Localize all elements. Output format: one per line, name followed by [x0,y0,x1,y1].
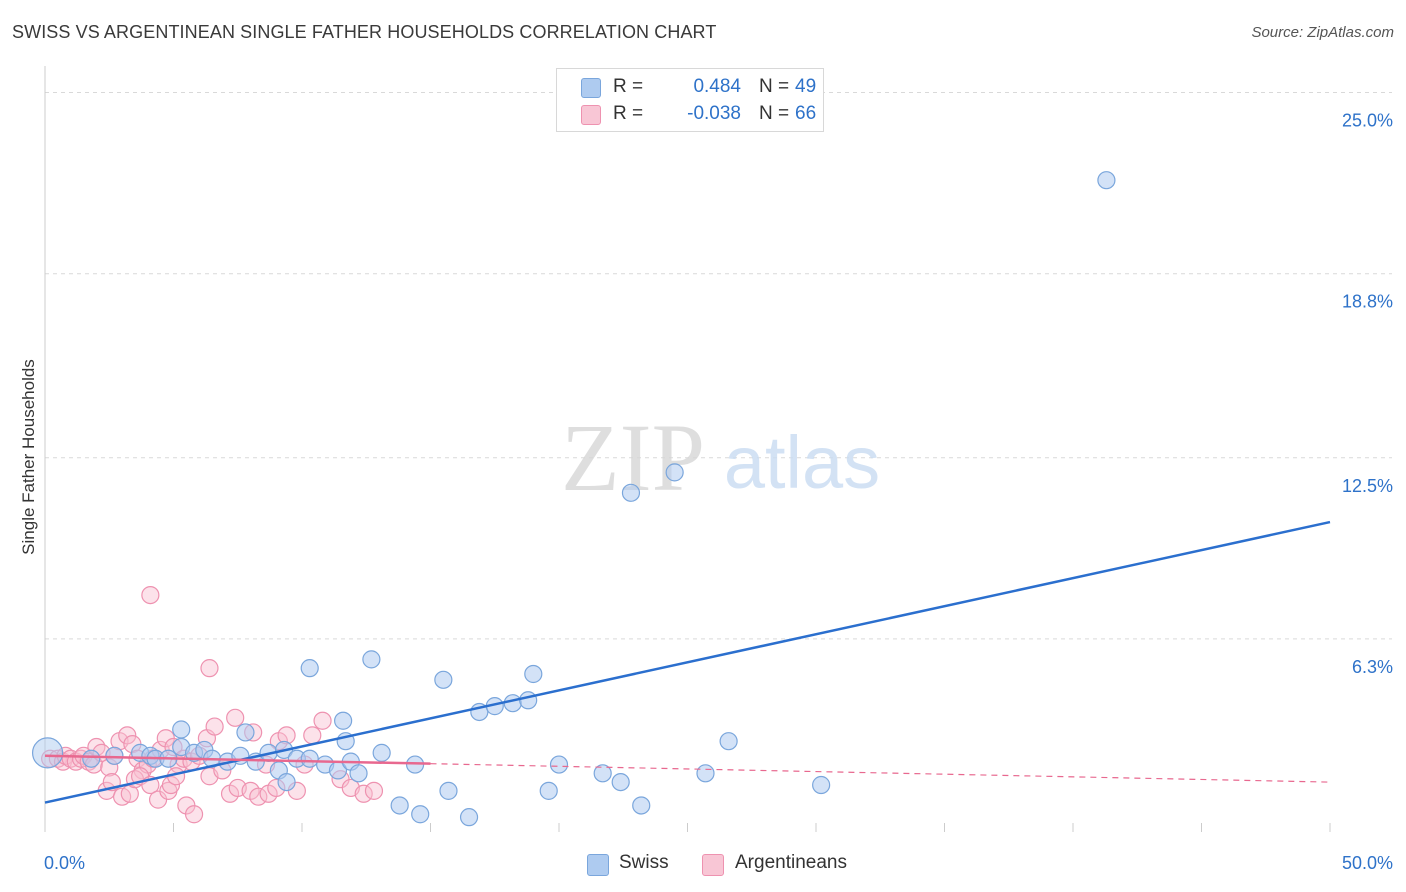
trend-lines [44,520,1331,804]
legend-r-label: R = [613,103,644,124]
argentineans-point [249,787,268,806]
swiss-point [1097,171,1116,190]
axes [44,66,1331,832]
swiss-point [334,711,353,730]
swiss-point [524,664,543,684]
swiss-point [503,694,522,713]
argentineans-point [141,585,160,605]
argentineans-trend-line-extension [430,763,1331,783]
argentineans-points [41,585,384,824]
legend-r-label: R = [613,76,644,97]
y-tick-label: 25.0% [1342,111,1393,131]
swiss-point [411,805,430,824]
swiss-point [459,808,479,827]
swiss-point [434,670,453,689]
swiss-trend-line [44,520,1331,804]
source-label: Source: ZipAtlas.com [1251,24,1394,41]
swiss-legend-label: Swiss [619,852,669,873]
y-tick-label: 6.3% [1352,657,1393,677]
swiss-point [300,749,319,768]
argentineans-legend-swatch [702,854,724,876]
x-tick-label-max: 50.0% [1342,853,1393,873]
y-tick-label: 18.8% [1342,292,1393,312]
watermark: ZIP atlas [561,404,880,511]
swiss-legend-swatch [587,854,609,876]
swiss-swatch [581,78,601,98]
argentineans-point [313,711,332,730]
correlation-legend: R = 0.484 N = 49 R = -0.038 N = 66 [556,68,824,132]
swiss-point [172,720,191,739]
chart-title: SWISS VS ARGENTINEAN SINGLE FATHER HOUSE… [12,22,717,42]
swiss-point [593,764,612,783]
argentineans-point [303,726,322,745]
swiss-point [236,723,255,742]
swiss-points [31,171,1116,827]
watermark-atlas: atlas [724,421,880,504]
gridlines [45,92,1392,640]
argentineans-point [161,775,181,795]
argentineans-swatch [581,105,601,125]
argentineans-point [200,659,219,678]
argentineans-point [364,781,384,800]
swiss-point [812,775,831,795]
argentineans-point [184,805,204,824]
legend-n-label: N = [759,103,790,124]
swiss-point [719,732,738,751]
swiss-point [300,659,319,678]
swiss-point [611,772,630,792]
swiss-point [519,691,538,710]
swiss-point [372,743,391,762]
argentineans-point [226,708,245,727]
argentineans-legend-label: Argentineans [735,852,847,873]
swiss-point [439,781,458,800]
swiss-point [105,746,124,765]
legend-r-value: 0.484 [693,76,741,97]
legend-n-label: N = [759,76,790,97]
argentineans-point [354,784,373,803]
y-axis-title: Single Father Households [19,359,38,555]
swiss-point [696,764,715,783]
tick-labels: 6.3% 12.5% 18.8% 25.0% 0.0% 50.0% [44,111,1393,873]
swiss-point [549,755,569,774]
argentineans-point [118,726,137,745]
swiss-point [277,772,296,792]
swiss-point [362,650,381,669]
swiss-point [349,764,368,783]
swiss-point [539,781,558,800]
legend-r-value: -0.038 [687,103,741,124]
y-tick-label: 12.5% [1342,476,1393,496]
swiss-point [390,796,409,815]
legend-n-value: 66 [795,103,817,124]
argentineans-point [205,717,224,736]
swiss-point [82,749,101,768]
swiss-point [665,463,684,482]
argentineans-trend-line [44,754,431,765]
swiss-point [621,483,641,502]
legend-n-value: 49 [795,76,817,97]
swiss-point [31,737,64,769]
x-tick-label-min: 0.0% [44,853,85,873]
swiss-point [632,796,651,815]
